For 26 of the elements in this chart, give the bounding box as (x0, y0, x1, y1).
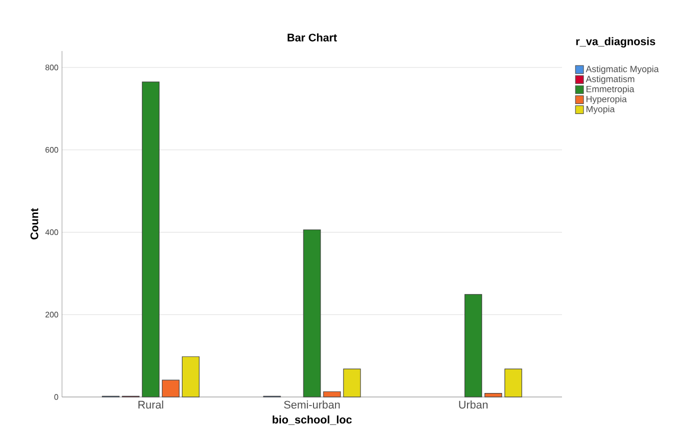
bar (303, 229, 321, 398)
y-tick-label: 600 (46, 147, 58, 153)
legend-title: r_va_diagnosis (576, 37, 656, 48)
legend-label: Emmetropia (586, 86, 634, 94)
bar (142, 82, 160, 398)
bar (464, 294, 482, 398)
bar (162, 380, 180, 398)
legend-label: Astigmatic Myopia (586, 66, 659, 74)
bar (504, 368, 522, 398)
y-tick-label: 0 (54, 394, 58, 400)
bar (343, 368, 361, 398)
x-axis-title: bio_school_loc (272, 415, 352, 425)
bar (182, 356, 200, 398)
chart-title: Bar Chart (288, 33, 337, 42)
y-tick-label: 200 (46, 312, 58, 318)
y-axis-title: Count (30, 208, 38, 240)
y-tick-label: 800 (45, 64, 58, 70)
legend-label: Myopia (586, 106, 615, 114)
x-tick-label: Urban (459, 400, 488, 409)
bar (323, 391, 341, 398)
legend-label: Hyperopia (586, 96, 627, 104)
legend-label: Astigmatism (586, 76, 634, 84)
x-tick-label: Rural (138, 400, 164, 409)
bar (484, 392, 502, 398)
x-tick-label: Semi-urban (284, 400, 340, 409)
y-tick-label: 400 (45, 229, 58, 236)
